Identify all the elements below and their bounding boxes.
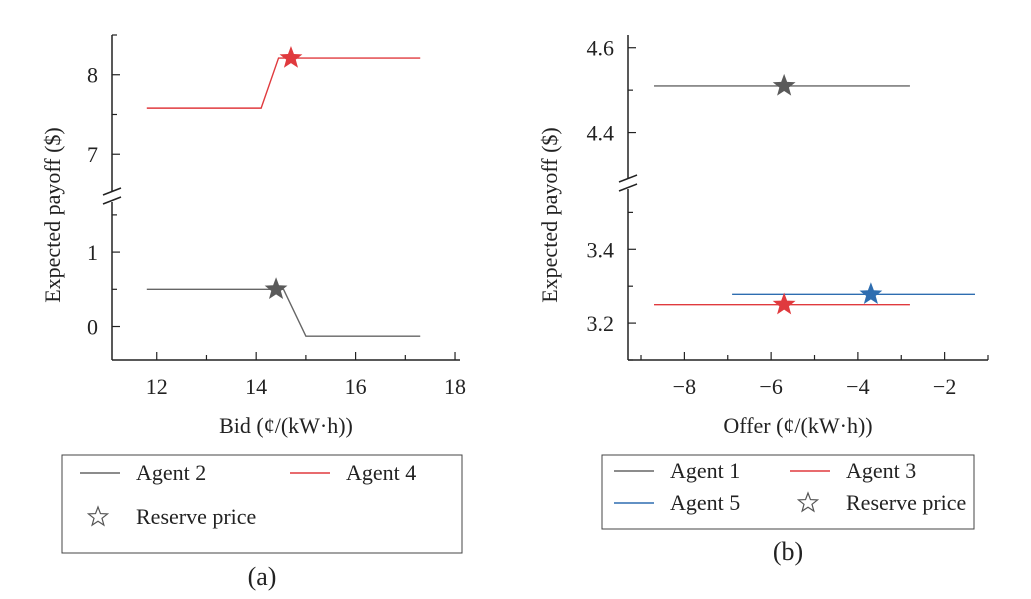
chart-panel-b: −8 −6 −4 −2 3.2 3.4 4.4 4.6 Offer (¢/(kW·h)) Ex… xyxy=(537,35,989,566)
legend-entries-a: Agent 2 Agent 4 Reserve price xyxy=(80,460,416,529)
y-tick-label: 8 xyxy=(87,63,98,88)
y-tick-label: 0 xyxy=(87,315,98,340)
plot-area-b: −8 −6 −4 −2 3.2 3.4 4.4 4.6 xyxy=(587,35,989,399)
axis-break-mark xyxy=(102,196,122,205)
plot-area-a: 12 14 16 18 0 1 7 8 xyxy=(87,34,466,399)
legend-label: Agent 1 xyxy=(670,458,740,483)
axis-break-mark xyxy=(618,174,638,183)
y-tick-label: 4.6 xyxy=(587,36,615,61)
legend-label: Agent 5 xyxy=(670,490,740,515)
legend-star-icon xyxy=(86,505,110,527)
y-axis-label-a: Expected payoff ($) xyxy=(40,127,65,303)
series-line-agent-2 xyxy=(146,288,421,337)
legend-entries-b: Agent 1 Agent 3 Agent 5 Reserve price xyxy=(614,458,966,515)
reserve-price-star-agent-3 xyxy=(772,292,796,315)
y-axis-label-b: Expected payoff ($) xyxy=(537,127,562,303)
reserve-price-star-agent-2 xyxy=(264,277,288,300)
x-axis-label-a: Bid (¢/(kW·h)) xyxy=(219,413,353,438)
legend-label: Agent 2 xyxy=(136,460,206,485)
panel-label-a: (a) xyxy=(248,562,277,591)
x-tick-label: 16 xyxy=(345,374,367,399)
y-tick-label: 3.2 xyxy=(587,311,615,336)
legend-label: Agent 3 xyxy=(846,458,916,483)
x-tick-label: 12 xyxy=(146,374,168,399)
legend-box-b xyxy=(601,454,975,530)
x-tick-label: −4 xyxy=(846,374,869,399)
legend-b: Agent 1 Agent 3 Agent 5 Reserve price xyxy=(601,454,975,530)
x-axis-label-b: Offer (¢/(kW·h)) xyxy=(723,413,872,438)
axis-break-mark xyxy=(102,187,122,196)
x-tick-label: 18 xyxy=(444,374,466,399)
reserve-price-star-agent-1 xyxy=(772,73,796,96)
legend-label: Agent 4 xyxy=(346,460,416,485)
y-tick-label: 1 xyxy=(87,240,98,265)
reserve-price-star-agent-4 xyxy=(279,46,303,68)
legend-a: Agent 2 Agent 4 Reserve price xyxy=(61,454,463,554)
reserve-price-star-agent-5 xyxy=(859,282,883,305)
panel-label-b: (b) xyxy=(773,537,803,566)
y-tick-label: 7 xyxy=(87,142,98,167)
x-tick-label: −8 xyxy=(673,374,696,399)
legend-box-a xyxy=(61,454,463,554)
y-tick-label: 4.4 xyxy=(587,121,615,146)
series-line-agent-4 xyxy=(146,57,421,109)
legend-label: Reserve price xyxy=(136,504,256,529)
axis-break-mark xyxy=(618,183,638,192)
legend-label: Reserve price xyxy=(846,490,966,515)
x-tick-label: −6 xyxy=(759,374,782,399)
x-tick-label: 14 xyxy=(245,374,267,399)
x-tick-label: −2 xyxy=(933,374,956,399)
legend-star-icon xyxy=(796,491,820,513)
y-tick-label: 3.4 xyxy=(587,237,615,262)
chart-panel-a: 12 14 16 18 0 1 7 8 Bid (¢/(kW·h)) Expected pay… xyxy=(40,34,466,591)
